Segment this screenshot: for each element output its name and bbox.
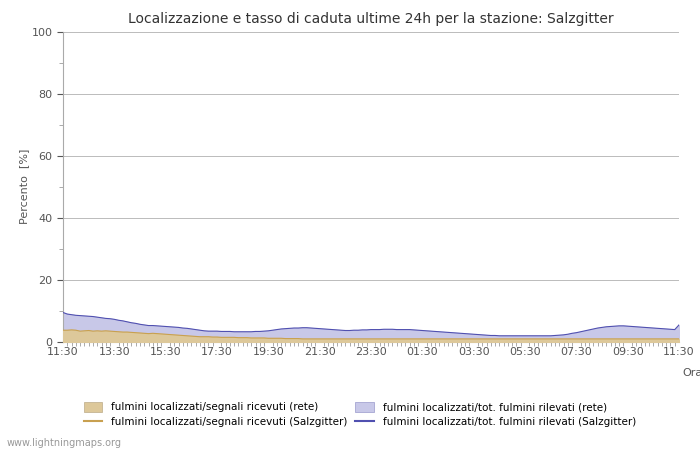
- Legend: fulmini localizzati/segnali ricevuti (rete), fulmini localizzati/segnali ricevut: fulmini localizzati/segnali ricevuti (re…: [80, 399, 639, 430]
- Text: Orario: Orario: [682, 369, 700, 378]
- Text: www.lightningmaps.org: www.lightningmaps.org: [7, 438, 122, 448]
- Title: Localizzazione e tasso di caduta ultime 24h per la stazione: Salzgitter: Localizzazione e tasso di caduta ultime …: [128, 12, 614, 26]
- Y-axis label: Percento  [%]: Percento [%]: [19, 149, 29, 225]
